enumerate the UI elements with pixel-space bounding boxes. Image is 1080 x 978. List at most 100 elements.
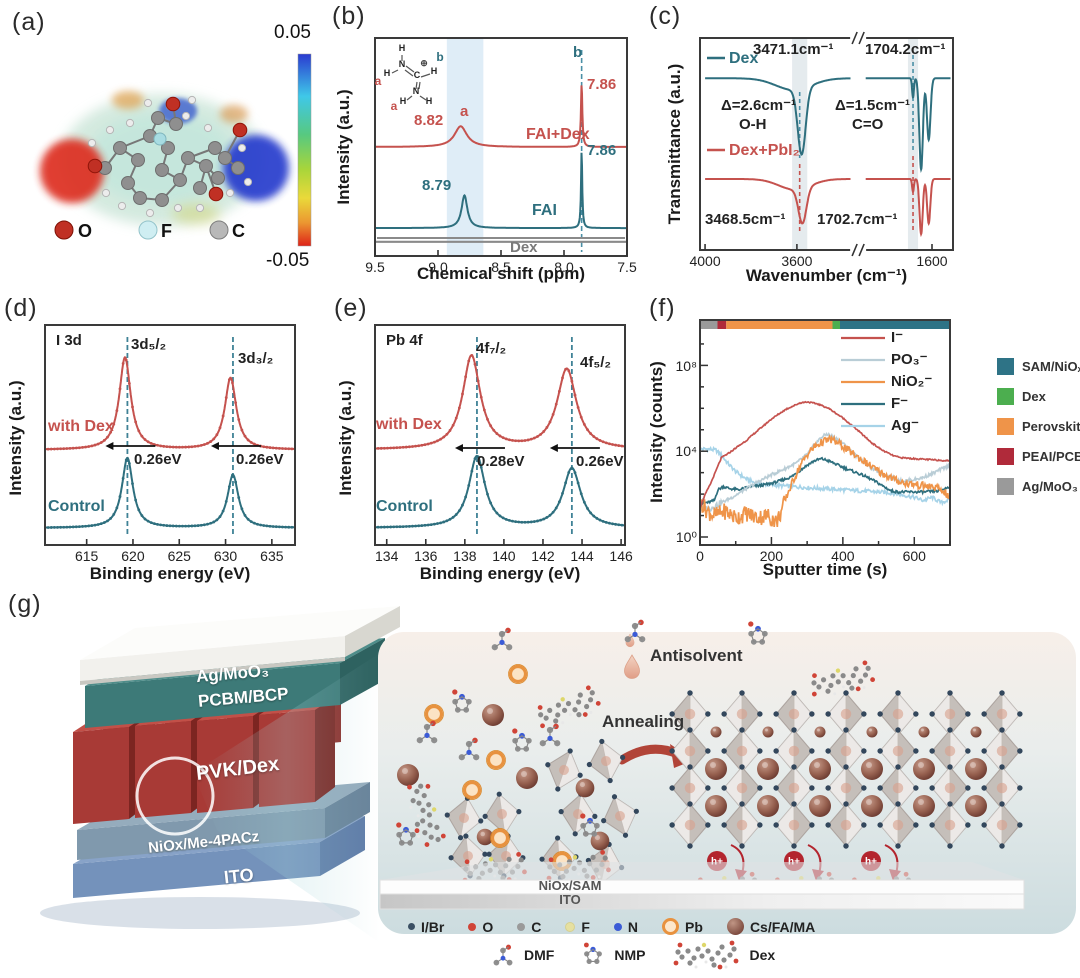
data-marker (140, 514, 144, 517)
legend-dex-label: Dex (749, 947, 776, 963)
data-marker (561, 376, 564, 380)
ito-bar (379, 893, 1025, 910)
pb-ring-icon (488, 826, 512, 850)
data-marker (74, 446, 78, 450)
data-marker (218, 426, 222, 430)
layer-legend-row: PEAI/PCBM/BCP (997, 448, 1080, 465)
layer-label: Ag/MoO₃ (1022, 479, 1078, 494)
data-marker (486, 492, 489, 496)
h-atom (237, 143, 247, 153)
legend-c-label: C (531, 918, 542, 935)
tick-label: 600 (902, 548, 926, 564)
data-marker (567, 471, 571, 474)
data-marker (417, 524, 421, 528)
data-marker (287, 447, 291, 451)
data-marker (231, 381, 234, 385)
data-marker (106, 435, 109, 439)
data-marker (165, 445, 169, 449)
data-marker (112, 422, 116, 426)
data-marker (564, 481, 568, 485)
cation-sphere-icon (866, 726, 878, 738)
data-marker (171, 524, 175, 528)
data-marker (426, 523, 430, 527)
data-marker (190, 524, 194, 528)
cation-sphere-icon (861, 795, 883, 817)
molecule-legend-row: DMF NMP Dex (488, 940, 776, 970)
data-marker (561, 492, 564, 495)
data-marker (470, 469, 474, 473)
data-marker (124, 458, 128, 462)
data-marker (495, 432, 499, 435)
data-marker (439, 521, 443, 525)
h-atom (187, 95, 197, 105)
data-marker (426, 442, 430, 446)
data-marker (623, 524, 624, 527)
ftir-delta-co: Δ=1.5cm⁻¹ (835, 97, 910, 114)
data-marker (115, 506, 119, 510)
data-marker (589, 511, 593, 515)
nmr-trace-fai-label: FAI (532, 202, 557, 219)
xps-i3d-plot (44, 324, 296, 546)
data-marker (604, 520, 608, 524)
data-marker (445, 519, 449, 523)
f-atom (153, 132, 167, 146)
data-marker (71, 525, 75, 529)
data-marker (442, 520, 446, 524)
axis-break-gap (850, 33, 867, 43)
h-atom (101, 188, 111, 198)
panel-a-label: (a) (12, 8, 46, 36)
layer-swatch-icon (997, 388, 1014, 405)
curve-fai (376, 152, 626, 230)
cation-sphere-icon (705, 758, 727, 780)
data-marker (274, 446, 278, 450)
data-marker (121, 362, 125, 365)
sims-curve-3 (701, 434, 949, 527)
c-atom (199, 159, 213, 173)
data-marker (376, 525, 380, 529)
data-marker (398, 525, 402, 529)
cation-sphere-icon (809, 758, 831, 780)
nmr-shift-786-teal: 7.86 (587, 142, 617, 159)
data-marker (68, 525, 72, 529)
xps-pb4f-core-level: Pb 4f (386, 332, 423, 349)
data-marker (49, 447, 53, 451)
legend-C-label: C (232, 221, 245, 241)
data-marker (614, 443, 618, 447)
data-marker (143, 438, 147, 441)
data-marker (592, 514, 596, 518)
data-marker (152, 522, 156, 526)
data-marker (507, 438, 511, 442)
lead-ring-icon (662, 918, 680, 935)
data-marker (65, 447, 69, 450)
legend-f-label: F (581, 918, 590, 935)
data-marker (99, 441, 103, 444)
c-atom (218, 151, 232, 165)
legend-item-dex: Dex (669, 940, 776, 970)
legend-csfama-label: Cs/FA/MA (749, 918, 816, 935)
data-marker (511, 438, 514, 442)
data-marker (457, 509, 461, 513)
data-marker (90, 444, 94, 448)
data-marker (467, 359, 471, 363)
cation-sphere-icon (814, 726, 826, 738)
data-marker (162, 523, 166, 527)
data-marker (109, 430, 113, 434)
layer-bar-segment (832, 321, 840, 329)
legend-item-csfama: Cs/FA/MA (726, 918, 816, 935)
data-marker (290, 525, 294, 529)
xps-i3d-shift1: 0.26eV (134, 451, 182, 468)
layer-bar-segment (700, 321, 718, 329)
data-marker (476, 455, 480, 459)
data-marker (143, 517, 147, 521)
data-marker (467, 484, 471, 487)
data-marker (174, 445, 178, 449)
data-marker (523, 520, 527, 524)
tick-label: I⁻ (891, 329, 904, 346)
nmp-molecule-icon (583, 942, 603, 965)
data-marker (127, 382, 131, 385)
nmr-highlight-band (446, 39, 484, 255)
xps-pb4f-shift1: 0.28eV (477, 453, 525, 470)
data-marker (184, 524, 188, 528)
data-marker (187, 524, 191, 528)
inset-atom-C: C (414, 70, 421, 80)
